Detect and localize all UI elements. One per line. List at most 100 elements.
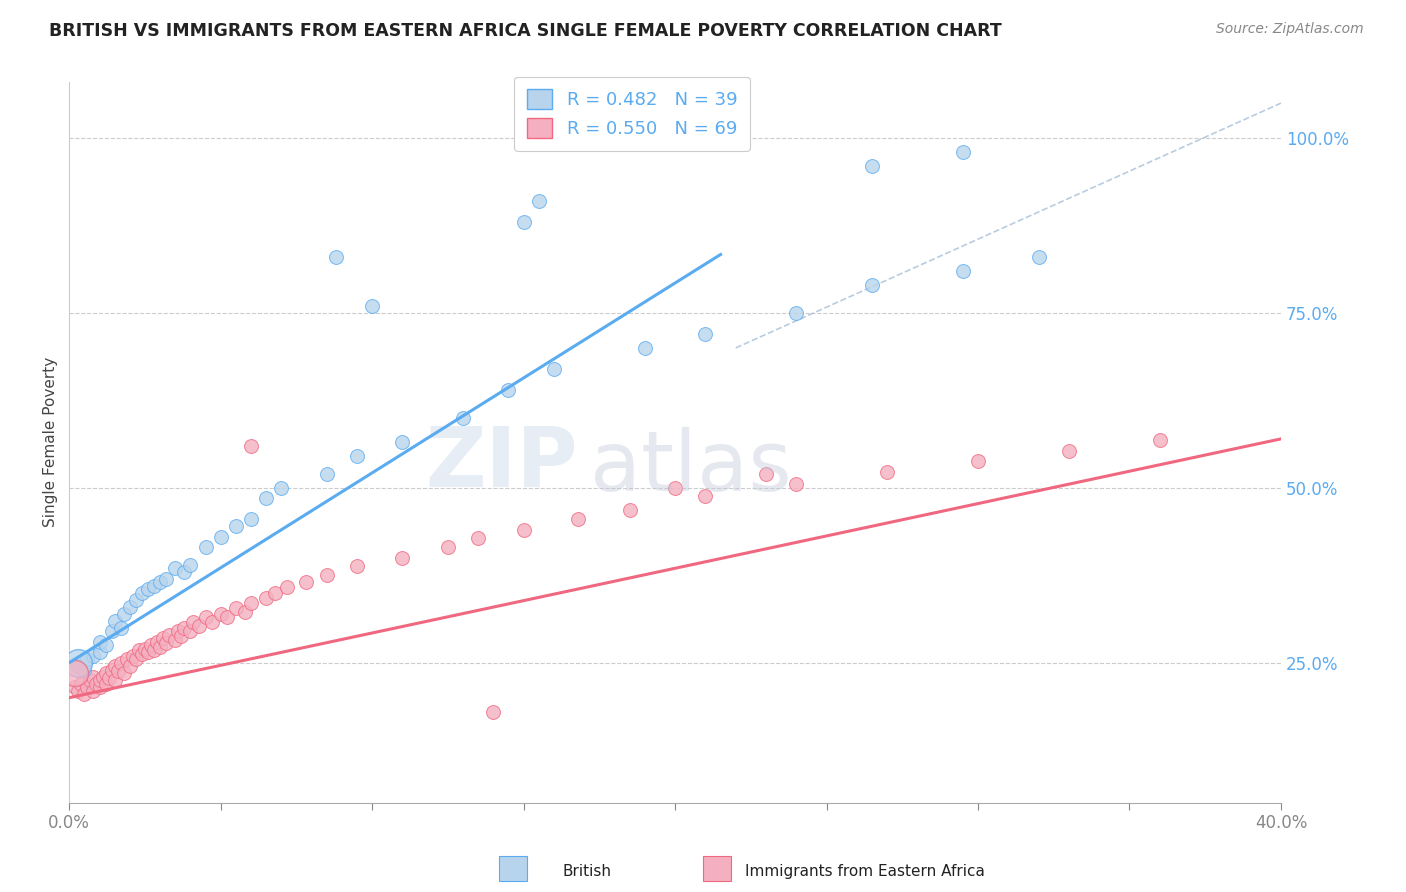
Point: [1028, 250, 1050, 264]
Point: [173, 621, 195, 635]
Point: [67, 683, 90, 698]
Point: [94, 676, 117, 690]
Point: [67, 659, 90, 673]
Point: [209, 530, 232, 544]
Point: [619, 503, 641, 517]
Point: [94, 666, 117, 681]
Point: [149, 640, 172, 655]
Point: [146, 634, 169, 648]
Point: [67, 656, 90, 670]
Point: [361, 299, 384, 313]
Point: [695, 326, 717, 341]
Point: [136, 645, 159, 659]
Point: [107, 664, 129, 678]
Point: [876, 466, 898, 480]
Point: [512, 215, 534, 229]
Point: [170, 629, 193, 643]
Point: [755, 467, 778, 481]
Point: [860, 277, 883, 292]
Point: [194, 610, 217, 624]
Text: BRITISH VS IMMIGRANTS FROM EASTERN AFRICA SINGLE FEMALE POVERTY CORRELATION CHAR: BRITISH VS IMMIGRANTS FROM EASTERN AFRIC…: [49, 22, 1002, 40]
Point: [346, 559, 368, 574]
Point: [73, 663, 96, 677]
Point: [118, 599, 141, 614]
Point: [567, 512, 589, 526]
Point: [89, 680, 111, 694]
Point: [952, 145, 974, 160]
Point: [118, 659, 141, 673]
Point: [104, 673, 127, 688]
Point: [179, 558, 201, 572]
Point: [225, 601, 247, 615]
Point: [188, 619, 211, 633]
Point: [437, 541, 460, 555]
Point: [240, 439, 263, 453]
Point: [143, 643, 166, 657]
Point: [165, 561, 187, 575]
Point: [391, 550, 413, 565]
Point: [100, 624, 122, 639]
Point: [149, 575, 172, 590]
Point: [167, 624, 190, 639]
Point: [155, 636, 177, 650]
Point: [270, 481, 292, 495]
Point: [1057, 444, 1080, 458]
Point: [70, 676, 93, 690]
Point: [104, 614, 127, 628]
Point: [512, 523, 534, 537]
Point: [131, 648, 153, 662]
Point: [125, 592, 148, 607]
Point: [143, 579, 166, 593]
Point: [76, 652, 98, 666]
Point: [467, 531, 489, 545]
Point: [94, 638, 117, 652]
Point: [121, 648, 143, 663]
Point: [664, 481, 686, 495]
Point: [1149, 434, 1171, 448]
Point: [165, 633, 187, 648]
Point: [498, 383, 520, 397]
Point: [82, 648, 104, 663]
Text: ZIP: ZIP: [426, 424, 578, 505]
Point: [860, 159, 883, 173]
Text: Source: ZipAtlas.com: Source: ZipAtlas.com: [1216, 22, 1364, 37]
Point: [451, 410, 474, 425]
Point: [254, 591, 277, 606]
Point: [179, 624, 201, 639]
Y-axis label: Single Female Poverty: Single Female Poverty: [44, 358, 58, 527]
Point: [325, 250, 347, 264]
Point: [183, 615, 205, 629]
Point: [240, 596, 263, 610]
Point: [97, 671, 120, 685]
Point: [76, 680, 98, 694]
Point: [785, 306, 807, 320]
Point: [139, 638, 162, 652]
Point: [527, 194, 550, 208]
Point: [131, 586, 153, 600]
Point: [225, 519, 247, 533]
Point: [110, 656, 132, 670]
Point: [65, 680, 87, 694]
Point: [209, 607, 232, 621]
Legend: R = 0.482   N = 39, R = 0.550   N = 69: R = 0.482 N = 39, R = 0.550 N = 69: [515, 77, 751, 151]
Point: [254, 491, 277, 506]
Point: [110, 621, 132, 635]
Point: [136, 582, 159, 597]
Point: [112, 666, 135, 681]
Point: [82, 670, 104, 684]
Text: British: British: [562, 863, 612, 879]
Point: [73, 687, 96, 701]
Point: [634, 341, 657, 355]
Point: [79, 673, 101, 688]
Point: [115, 652, 138, 666]
Point: [157, 628, 180, 642]
Point: [967, 454, 990, 468]
Point: [152, 631, 174, 645]
Point: [264, 586, 287, 600]
Point: [89, 645, 111, 659]
Point: [104, 659, 127, 673]
Point: [128, 643, 150, 657]
Point: [155, 572, 177, 586]
Point: [82, 683, 104, 698]
Point: [89, 673, 111, 688]
